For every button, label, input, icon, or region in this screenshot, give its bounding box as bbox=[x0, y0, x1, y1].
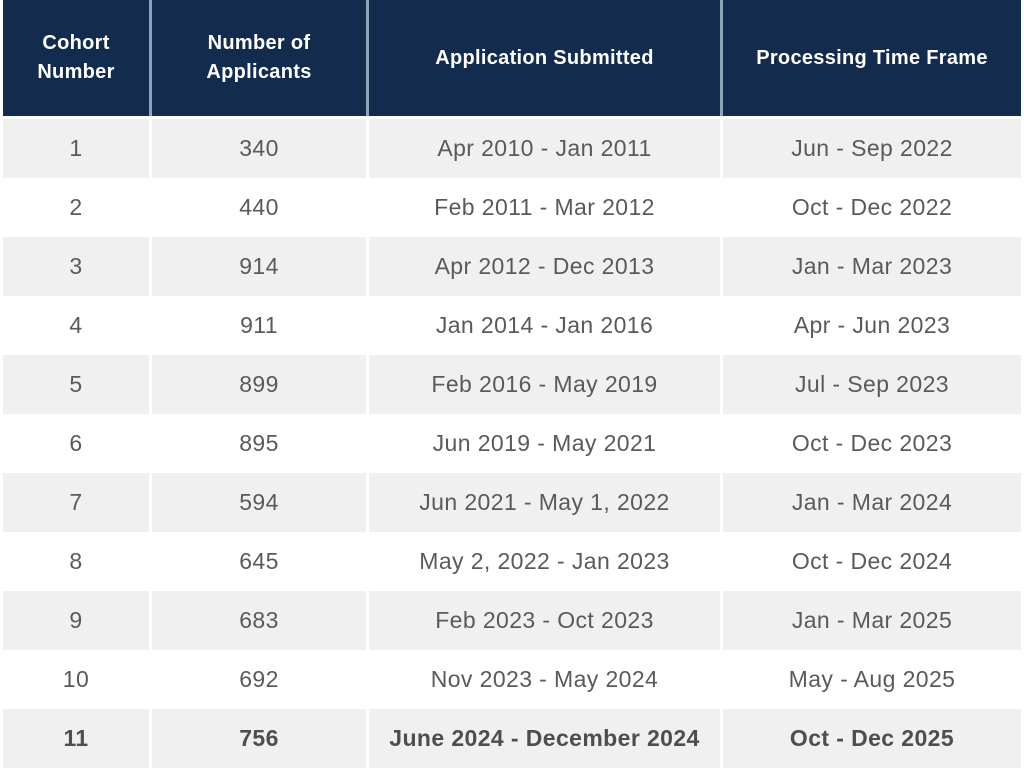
table-row-cohort-6: 6 895 Jun 2019 - May 2021 Oct - Dec 2023 bbox=[3, 414, 1021, 473]
cell-applicants: 692 bbox=[152, 650, 366, 709]
cell-submitted-range: Feb 2023 - Oct 2023 bbox=[369, 591, 720, 650]
cell-submitted-range: Nov 2023 - May 2024 bbox=[369, 650, 720, 709]
cell-cohort-number: 2 bbox=[3, 178, 149, 237]
table-row-cohort-2: 2 440 Feb 2011 - Mar 2012 Oct - Dec 2022 bbox=[3, 178, 1021, 237]
table-header-row: Cohort Number Number of Applicants Appli… bbox=[3, 0, 1021, 119]
table-row-cohort-7: 7 594 Jun 2021 - May 1, 2022 Jan - Mar 2… bbox=[3, 473, 1021, 532]
cell-applicants: 645 bbox=[152, 532, 366, 591]
cell-processing-range: Oct - Dec 2022 bbox=[723, 178, 1021, 237]
cell-processing-range: Jan - Mar 2024 bbox=[723, 473, 1021, 532]
header-cell-number-of-applicants: Number of Applicants bbox=[152, 0, 366, 116]
cell-cohort-number: 1 bbox=[3, 119, 149, 178]
cell-processing-range: Jan - Mar 2023 bbox=[723, 237, 1021, 296]
cell-cohort-number: 10 bbox=[3, 650, 149, 709]
cell-processing-range: Jan - Mar 2025 bbox=[723, 591, 1021, 650]
cell-processing-range: Jun - Sep 2022 bbox=[723, 119, 1021, 178]
table-row-cohort-10: 10 692 Nov 2023 - May 2024 May - Aug 202… bbox=[3, 650, 1021, 709]
cell-processing-range: Oct - Dec 2023 bbox=[723, 414, 1021, 473]
cell-applicants: 899 bbox=[152, 355, 366, 414]
cell-applicants: 756 bbox=[152, 709, 366, 768]
cell-applicants: 440 bbox=[152, 178, 366, 237]
table-row-cohort-11: 11 756 June 2024 - December 2024 Oct - D… bbox=[3, 709, 1021, 768]
cell-processing-range: May - Aug 2025 bbox=[723, 650, 1021, 709]
table-row-cohort-9: 9 683 Feb 2023 - Oct 2023 Jan - Mar 2025 bbox=[3, 591, 1021, 650]
table-row-cohort-8: 8 645 May 2, 2022 - Jan 2023 Oct - Dec 2… bbox=[3, 532, 1021, 591]
cell-submitted-range: Jan 2014 - Jan 2016 bbox=[369, 296, 720, 355]
cell-cohort-number: 4 bbox=[3, 296, 149, 355]
cell-applicants: 340 bbox=[152, 119, 366, 178]
cell-applicants: 895 bbox=[152, 414, 366, 473]
cell-submitted-range: Apr 2010 - Jan 2011 bbox=[369, 119, 720, 178]
table-row-cohort-4: 4 911 Jan 2014 - Jan 2016 Apr - Jun 2023 bbox=[3, 296, 1021, 355]
cell-applicants: 914 bbox=[152, 237, 366, 296]
cell-cohort-number: 3 bbox=[3, 237, 149, 296]
table-row-cohort-5: 5 899 Feb 2016 - May 2019 Jul - Sep 2023 bbox=[3, 355, 1021, 414]
table-body: 1 340 Apr 2010 - Jan 2011 Jun - Sep 2022… bbox=[3, 119, 1021, 768]
header-cell-processing-time-frame: Processing Time Frame bbox=[723, 0, 1021, 116]
cell-processing-range: Oct - Dec 2025 bbox=[723, 709, 1021, 768]
cell-submitted-range: Feb 2016 - May 2019 bbox=[369, 355, 720, 414]
cell-processing-range: Jul - Sep 2023 bbox=[723, 355, 1021, 414]
header-cell-application-submitted: Application Submitted bbox=[369, 0, 720, 116]
cell-submitted-range: Jun 2021 - May 1, 2022 bbox=[369, 473, 720, 532]
cell-submitted-range: May 2, 2022 - Jan 2023 bbox=[369, 532, 720, 591]
cell-submitted-range: Jun 2019 - May 2021 bbox=[369, 414, 720, 473]
table-row-cohort-1: 1 340 Apr 2010 - Jan 2011 Jun - Sep 2022 bbox=[3, 119, 1021, 178]
cell-applicants: 911 bbox=[152, 296, 366, 355]
header-cell-cohort-number: Cohort Number bbox=[3, 0, 149, 116]
cohort-processing-table: Cohort Number Number of Applicants Appli… bbox=[3, 0, 1021, 768]
cell-submitted-range: Feb 2011 - Mar 2012 bbox=[369, 178, 720, 237]
cell-submitted-range: Apr 2012 - Dec 2013 bbox=[369, 237, 720, 296]
cell-processing-range: Apr - Jun 2023 bbox=[723, 296, 1021, 355]
cell-cohort-number: 9 bbox=[3, 591, 149, 650]
table-row-cohort-3: 3 914 Apr 2012 - Dec 2013 Jan - Mar 2023 bbox=[3, 237, 1021, 296]
cell-cohort-number: 11 bbox=[3, 709, 149, 768]
cell-submitted-range: June 2024 - December 2024 bbox=[369, 709, 720, 768]
cell-applicants: 683 bbox=[152, 591, 366, 650]
cell-cohort-number: 7 bbox=[3, 473, 149, 532]
cell-applicants: 594 bbox=[152, 473, 366, 532]
cell-cohort-number: 8 bbox=[3, 532, 149, 591]
cell-cohort-number: 6 bbox=[3, 414, 149, 473]
cell-processing-range: Oct - Dec 2024 bbox=[723, 532, 1021, 591]
cell-cohort-number: 5 bbox=[3, 355, 149, 414]
